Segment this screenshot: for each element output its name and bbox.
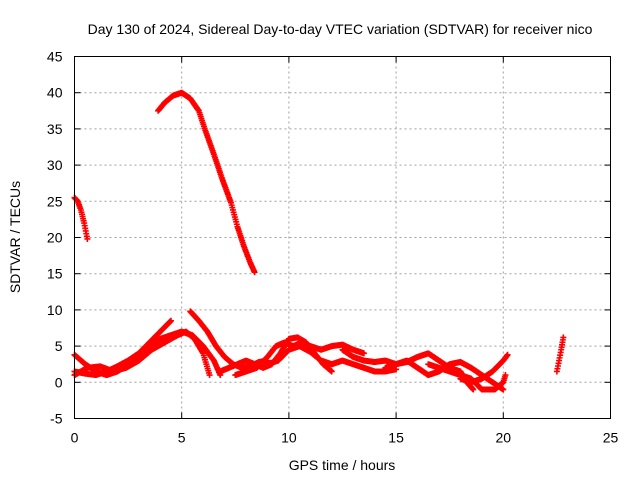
y-tick-label: 40 bbox=[47, 85, 63, 101]
x-tick-label: 0 bbox=[71, 430, 79, 446]
point-markers bbox=[155, 89, 258, 276]
series-arc-late-2 bbox=[382, 357, 507, 393]
x-tick-label: 15 bbox=[388, 430, 404, 446]
y-tick-label: 35 bbox=[47, 121, 63, 137]
x-tick-label: 5 bbox=[178, 430, 186, 446]
chart-title: Day 130 of 2024, Sidereal Day-to-day VTE… bbox=[88, 21, 593, 37]
y-tick-label: 15 bbox=[47, 266, 63, 282]
x-tick-label: 25 bbox=[603, 430, 619, 446]
chart-points bbox=[71, 89, 567, 393]
series-arc-short-late bbox=[553, 334, 567, 375]
x-axis-label: GPS time / hours bbox=[289, 457, 396, 473]
y-tick-label: 25 bbox=[47, 193, 63, 209]
point-markers bbox=[553, 334, 567, 375]
series-arc-mid-low-3 bbox=[264, 343, 400, 375]
point-markers bbox=[457, 351, 511, 386]
chart-ticks: 0 5 10 15 20 25 -5 0 5 10 15 20 25 30 35 40 45 bbox=[47, 49, 619, 446]
y-tick-label: 20 bbox=[47, 230, 63, 246]
y-tick-label: 5 bbox=[55, 338, 63, 354]
plot-frame bbox=[74, 56, 611, 419]
x-tick-label: 20 bbox=[496, 430, 512, 446]
point-markers bbox=[264, 343, 400, 375]
y-tick-label: 45 bbox=[47, 49, 63, 65]
chart-grid bbox=[74, 56, 611, 419]
series-arc-high-peak bbox=[155, 89, 258, 276]
y-axis-label: SDTVAR / TECUs bbox=[7, 181, 23, 293]
point-markers bbox=[382, 357, 507, 393]
y-tick-label: 10 bbox=[47, 302, 63, 318]
y-tick-label: -5 bbox=[50, 411, 63, 427]
series-arc-late-4 bbox=[457, 351, 511, 386]
x-tick-label: 10 bbox=[281, 430, 297, 446]
y-tick-label: 0 bbox=[55, 374, 63, 390]
y-tick-label: 30 bbox=[47, 157, 63, 173]
